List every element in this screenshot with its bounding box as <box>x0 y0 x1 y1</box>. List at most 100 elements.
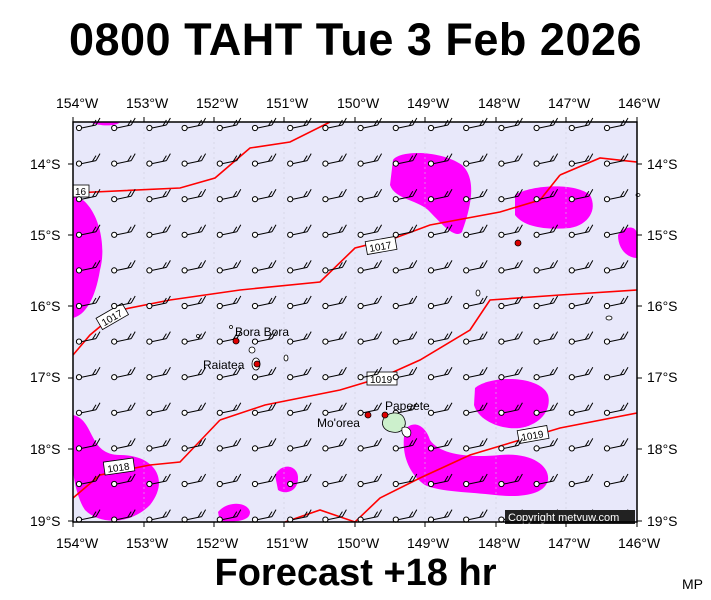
isobar-label: 16 <box>75 187 87 198</box>
svg-text:17°S: 17°S <box>30 369 61 385</box>
wind-barb <box>603 295 629 310</box>
marker-raiatea <box>253 360 261 368</box>
svg-text:148°W: 148°W <box>478 535 521 551</box>
wind-barb <box>181 117 207 132</box>
svg-text:150°W: 150°W <box>337 95 380 111</box>
wind-barb <box>568 331 594 345</box>
wind-barb <box>392 295 418 310</box>
wind-barb <box>216 153 242 167</box>
wind-barb <box>463 188 488 203</box>
copyright-box <box>505 510 635 524</box>
island-tahiti-iti <box>401 426 412 438</box>
wind-barb <box>251 260 277 274</box>
wind-barb <box>392 438 418 452</box>
wind-barb <box>322 402 347 416</box>
wind-barb <box>111 509 136 523</box>
wind-barb <box>427 188 453 203</box>
wind-barb <box>463 224 488 238</box>
wind-barb <box>533 224 559 238</box>
wind-barb <box>322 331 347 345</box>
svg-text:154°W: 154°W <box>56 535 99 551</box>
wind-barb <box>146 153 171 167</box>
wind-barb <box>322 224 347 238</box>
wind-barb <box>181 260 207 274</box>
wind-barb <box>216 366 242 381</box>
place-label-raiatea: Raiatea <box>203 358 245 372</box>
wind-barb <box>287 260 312 274</box>
precip-patch <box>218 503 250 522</box>
place-label-moorea: Mo'orea <box>317 416 360 430</box>
marker-moorea <box>364 411 372 419</box>
wind-barb <box>251 295 277 310</box>
svg-text:16°S: 16°S <box>30 298 61 314</box>
wind-barb <box>216 402 242 416</box>
wind-barb <box>603 153 629 167</box>
wind-barb <box>498 224 523 238</box>
wind-barb <box>603 438 629 452</box>
wind-barb <box>216 509 242 523</box>
wind-barb <box>392 260 418 274</box>
wind-barb <box>75 509 101 523</box>
wind-barb <box>216 295 242 310</box>
isobar-line <box>72 419 221 499</box>
marker-bora-bora <box>232 337 240 345</box>
wind-barb <box>322 188 347 203</box>
wind-barb <box>75 188 101 203</box>
wind-barb <box>463 260 488 274</box>
wind-barb <box>357 473 383 488</box>
wind-barb <box>146 224 171 238</box>
wind-barb <box>357 331 383 345</box>
wind-barb <box>287 188 312 203</box>
longitude-labels-bottom: 154°W 153°W 152°W 151°W 150°W 149°W 148°… <box>56 535 661 551</box>
wind-barb <box>392 117 418 132</box>
wind-barb <box>111 331 136 345</box>
wind-barb <box>322 509 347 523</box>
wind-barb <box>251 509 277 523</box>
wind-barb <box>111 295 136 310</box>
precip-patch <box>618 227 637 258</box>
wind-barb <box>75 331 101 345</box>
svg-text:153°W: 153°W <box>126 95 169 111</box>
wind-barbs <box>75 117 629 523</box>
svg-text:153°W: 153°W <box>126 535 169 551</box>
wind-barb <box>216 224 242 238</box>
wind-barb <box>463 331 488 345</box>
wind-barb <box>287 402 312 416</box>
island-atoll <box>229 325 233 329</box>
place-label-bora-bora: Bora Bora <box>235 325 289 339</box>
wind-barb <box>568 188 594 203</box>
isobars <box>72 121 638 523</box>
island-huahine <box>283 354 289 362</box>
svg-text:18°S: 18°S <box>30 441 61 457</box>
wind-barb <box>603 224 629 238</box>
svg-text:148°W: 148°W <box>478 95 521 111</box>
wind-barb <box>427 438 453 452</box>
wind-barb <box>287 473 312 488</box>
wind-barb <box>463 473 488 488</box>
wind-barb <box>111 224 136 238</box>
wind-barb <box>498 188 523 203</box>
place-label-papeete: Papeete <box>385 399 430 413</box>
island-atoll <box>475 289 481 297</box>
wind-barb <box>392 153 418 167</box>
wind-barb <box>251 402 277 416</box>
island-atoll <box>196 334 200 338</box>
wind-barb <box>322 260 347 274</box>
wind-barb <box>75 366 101 381</box>
wind-barb <box>322 473 347 488</box>
wind-barb <box>357 295 383 310</box>
svg-text:15°S: 15°S <box>30 227 61 243</box>
wind-barb <box>146 295 171 310</box>
wind-barb <box>251 224 277 238</box>
wind-barb <box>533 473 559 488</box>
wind-barb <box>75 295 101 310</box>
copyright-text: Copyright metvuw.com <box>508 512 619 524</box>
isobar-label: 1017 <box>369 240 393 255</box>
wind-barb <box>392 509 418 523</box>
wind-barb <box>498 153 523 167</box>
svg-text:16°S: 16°S <box>647 298 678 314</box>
map-title: 0800 TAHT Tue 3 Feb 2026 <box>68 14 643 65</box>
wind-barb <box>533 438 559 452</box>
latitude-labels-right: 14°S 15°S 16°S 17°S 18°S 19°S <box>647 156 678 529</box>
svg-text:151°W: 151°W <box>266 95 309 111</box>
